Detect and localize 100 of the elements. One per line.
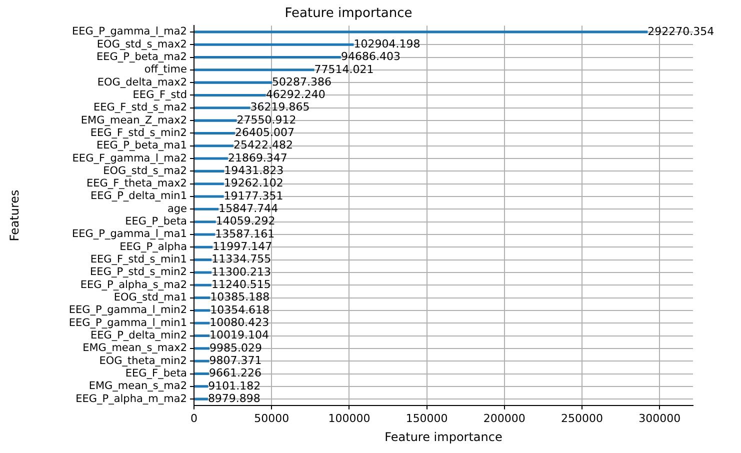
data-label: 77514.021 <box>314 62 374 76</box>
y-tick-label: EOG_std_ma1 <box>114 292 187 304</box>
y-tick-label: EOG_std_s_max2 <box>96 38 187 50</box>
y-tick-label: EMG_mean_s_ma2 <box>88 380 187 392</box>
data-label: 8979.898 <box>208 392 260 405</box>
data-label: 19262.102 <box>224 176 284 190</box>
bar <box>194 30 648 34</box>
bar <box>194 309 210 312</box>
bar <box>194 385 208 388</box>
data-label: 11334.755 <box>212 252 272 266</box>
bar <box>194 43 354 46</box>
bar <box>194 157 228 160</box>
y-axis-title: Features <box>7 190 22 242</box>
y-tick-label: EEG_P_alpha_m_ma2 <box>76 392 187 405</box>
bar <box>194 360 210 362</box>
y-tick-label: EEG_P_beta <box>125 216 187 228</box>
bar <box>194 258 212 262</box>
bar <box>194 68 314 72</box>
bar <box>194 144 234 148</box>
data-label: 27550.912 <box>236 113 296 126</box>
data-label: 9661.226 <box>208 366 262 380</box>
data-label: 46292.240 <box>266 88 326 102</box>
x-tick-label: 100000 <box>328 412 370 425</box>
data-label: 25422.482 <box>233 138 293 152</box>
bar <box>194 284 212 286</box>
data-label: 50287.386 <box>272 75 332 88</box>
y-tick-label: EMG_mean_s_max2 <box>82 342 187 354</box>
data-label: 102904.198 <box>354 37 420 50</box>
bar <box>194 271 212 274</box>
y-tick-label: EEG_P_std_s_min2 <box>90 266 187 278</box>
x-tick-label: 250000 <box>561 412 604 425</box>
y-tick-label: EEG_P_alpha <box>120 240 187 253</box>
data-label: 9807.371 <box>209 354 262 367</box>
x-tick-label: 200000 <box>483 412 526 425</box>
bar <box>194 334 210 338</box>
y-tick-label: EEG_P_gamma_l_min2 <box>68 304 187 316</box>
bar <box>194 246 213 248</box>
bar <box>194 56 341 59</box>
data-label: 13587.161 <box>215 227 275 240</box>
bar <box>194 208 219 210</box>
bar <box>194 132 235 134</box>
chart-title: Feature importance <box>284 6 412 22</box>
y-tick-label: EEG_P_gamma_l_min1 <box>68 316 187 329</box>
data-label: 14059.292 <box>216 214 276 228</box>
y-tick-label: EEG_F_std_s_ma2 <box>93 102 187 114</box>
bar <box>194 170 224 172</box>
y-tick-label: EOG_theta_min2 <box>99 354 187 367</box>
data-label: 11997.147 <box>212 240 272 254</box>
data-label: 9101.182 <box>208 379 261 392</box>
bar <box>194 182 224 186</box>
bar <box>194 296 210 300</box>
y-tick-label: EEG_P_gamma_l_ma1 <box>72 228 187 240</box>
data-label: 10019.104 <box>210 328 270 342</box>
y-tick-label: EEG_F_theta_max2 <box>86 178 187 190</box>
y-tick-label: EOG_std_s_ma2 <box>103 164 187 177</box>
y-tick-label: EEG_F_std_s_min1 <box>90 254 187 266</box>
y-tick-label: EEG_P_delta_min2 <box>90 330 187 342</box>
y-tick-label: EEG_P_alpha_s_ma2 <box>80 278 187 291</box>
y-tick-label: EEG_F_beta <box>125 367 187 380</box>
data-label: 10354.618 <box>210 303 270 316</box>
x-tick-label: 300000 <box>638 412 681 425</box>
y-tick-label: EEG_F_std <box>132 88 187 101</box>
bar <box>194 372 209 376</box>
data-label: 19431.823 <box>224 164 284 178</box>
bar <box>194 94 266 96</box>
y-tick-label: EMG_mean_Z_max2 <box>80 114 187 126</box>
data-label: 11300.213 <box>212 265 272 278</box>
data-label: 21869.347 <box>228 151 288 164</box>
bar <box>194 119 237 122</box>
data-label: 10385.188 <box>210 290 270 304</box>
x-tick-label: 0 <box>190 412 198 425</box>
y-tick-label: EEG_F_gamma_l_ma2 <box>72 152 187 164</box>
data-label: 11240.515 <box>211 278 271 291</box>
data-label: 19177.351 <box>224 189 284 202</box>
data-label: 9985.029 <box>210 341 262 354</box>
bar <box>194 195 224 198</box>
data-label: 26405.007 <box>234 126 294 140</box>
x-tick-label: 50000 <box>254 412 290 425</box>
y-tick-label: EEG_F_std_s_min2 <box>90 126 187 139</box>
y-tick-label: EEG_P_gamma_l_ma2 <box>72 26 187 38</box>
bar <box>194 322 210 324</box>
bar <box>194 347 210 350</box>
bar <box>194 233 216 236</box>
data-label: 292270.354 <box>648 24 714 38</box>
y-tick-label: off_time <box>144 64 187 76</box>
bar <box>194 220 216 224</box>
bar <box>194 81 272 84</box>
bar <box>194 398 208 400</box>
x-tick-label: 150000 <box>406 412 448 425</box>
x-axis-title: Feature importance <box>384 430 502 444</box>
data-label: 10080.423 <box>210 316 270 329</box>
data-label: 36219.865 <box>250 100 310 114</box>
y-tick-label: EEG_P_beta_ma2 <box>96 50 187 63</box>
y-tick-label: age <box>167 202 187 215</box>
y-tick-label: EOG_delta_max2 <box>97 76 187 88</box>
y-tick-label: EEG_P_delta_min1 <box>90 190 187 202</box>
data-label: 15847.744 <box>218 202 278 216</box>
bar <box>194 106 250 110</box>
y-tick-label: EEG_P_beta_ma1 <box>96 140 187 152</box>
data-label: 94686.403 <box>340 50 400 64</box>
